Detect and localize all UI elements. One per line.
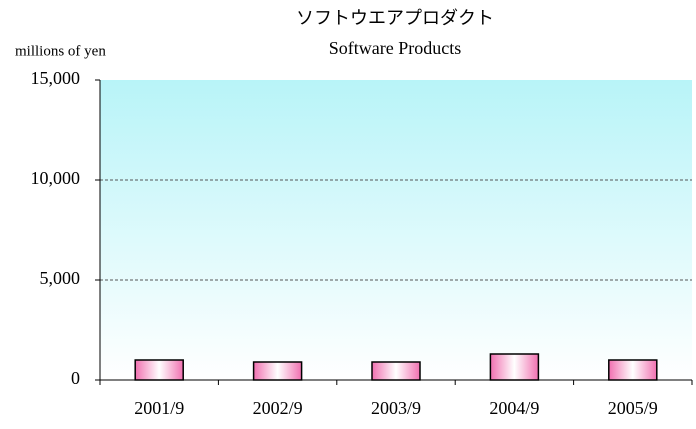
y-tick-label: 5,000: [40, 268, 81, 288]
y-tick-label: 10,000: [31, 168, 81, 188]
chart-subtitle: Software Products: [329, 38, 461, 58]
bar: [252, 361, 303, 381]
plot-area: [100, 80, 692, 380]
bar: [134, 359, 184, 381]
x-tick-label: 2003/9: [371, 398, 421, 418]
y-tick-label: 0: [71, 368, 80, 388]
x-tick-label: 2004/9: [489, 398, 539, 418]
y-axis-label: millions of yen: [15, 43, 106, 59]
x-tick-label: 2005/9: [608, 398, 658, 418]
chart-title: ソフトウエアプロダクト: [296, 8, 494, 28]
bar: [489, 353, 540, 381]
bar: [608, 359, 658, 381]
x-tick-label: 2001/9: [134, 398, 184, 418]
x-tick-label: 2002/9: [253, 398, 303, 418]
bar: [371, 361, 421, 381]
y-tick-label: 15,000: [31, 68, 81, 88]
